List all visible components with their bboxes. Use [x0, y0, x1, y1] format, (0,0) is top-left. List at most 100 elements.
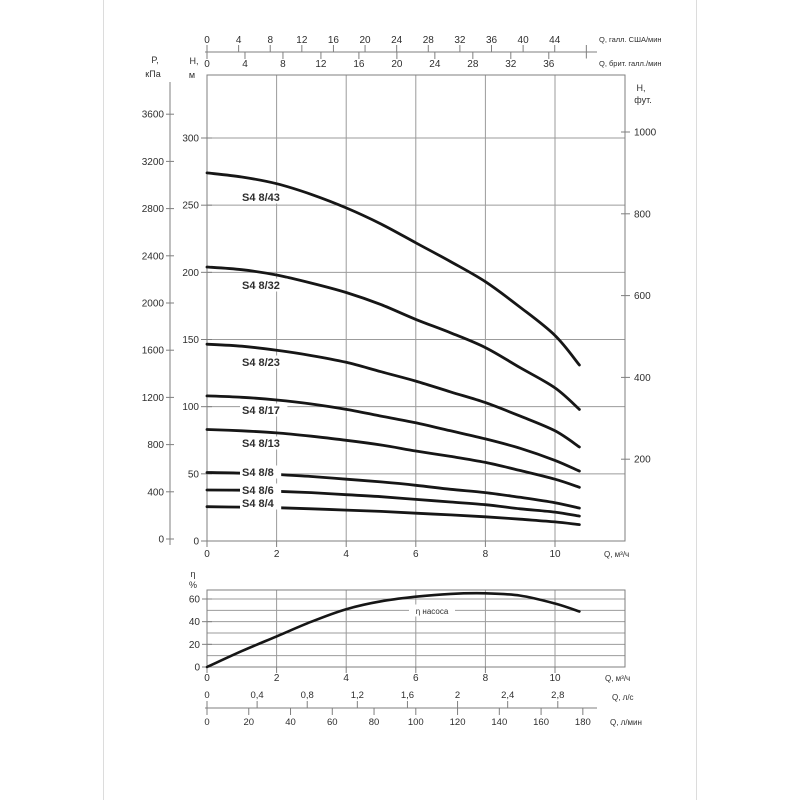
eta-axis-label: %: [189, 580, 197, 590]
curve-label-bg: [240, 496, 282, 510]
kpa-tick-label: 1200: [142, 393, 165, 404]
us-gpm-axis-label: Q, галл. США/мин: [599, 35, 662, 44]
lmin-tick-label: 60: [327, 717, 338, 728]
imp-gpm-tick-label: 0: [204, 59, 210, 70]
pct-tick-label: 40: [189, 617, 201, 628]
us-gpm-tick-label: 0: [204, 35, 210, 46]
curve-label: S4 8/32: [242, 280, 280, 292]
ls-tick-label: 0: [204, 690, 209, 701]
eff-m3h-tick-label: 8: [483, 673, 489, 684]
lmin-tick-label: 100: [408, 717, 424, 728]
us-gpm-tick-label: 24: [391, 35, 403, 46]
feet-axis-label: H,: [637, 83, 646, 93]
feet-tick-label: 800: [634, 209, 651, 220]
us-gpm-tick-label: 8: [267, 35, 273, 46]
meters-tick-label: 0: [193, 537, 199, 548]
feet-axis-label: фут.: [634, 95, 651, 105]
curve-label: S4 8/13: [242, 438, 280, 450]
ls-tick-label: 2,8: [551, 690, 564, 701]
kpa-tick-label: 3600: [142, 110, 165, 121]
m3h-tick-label: 0: [204, 549, 210, 560]
eff-m3h-axis-label: Q, м³/ч: [605, 674, 630, 683]
lmin-tick-label: 180: [575, 717, 591, 728]
eff-m3h-tick-label: 6: [413, 673, 419, 684]
lmin-tick-label: 120: [450, 717, 466, 728]
kpa-tick-label: 400: [147, 487, 164, 498]
eta-axis-label: η: [190, 569, 195, 579]
meters-tick-label: 50: [188, 469, 200, 480]
pct-tick-label: 0: [194, 663, 200, 674]
curve-label-bg: [240, 436, 288, 450]
feet-tick-label: 1000: [634, 128, 657, 139]
efficiency-curve: [205, 591, 581, 669]
meters-tick-label: 300: [182, 134, 199, 145]
imp-gpm-tick-label: 16: [353, 59, 365, 70]
us-gpm-tick-label: 4: [236, 35, 242, 46]
ls-tick-label: 2,4: [501, 690, 514, 701]
kpa-axis-label: P,: [151, 55, 158, 65]
ls-tick-label: 2: [455, 690, 460, 701]
curve-label-bg: [240, 190, 288, 204]
us-gpm-tick-label: 20: [359, 35, 371, 46]
imp-gpm-tick-label: 36: [543, 59, 555, 70]
imp-gpm-tick-label: 12: [315, 59, 327, 70]
meters-tick-label: 100: [182, 402, 199, 413]
meters-axis-label: H,: [190, 56, 199, 66]
page-border-right: [696, 0, 697, 800]
us-gpm-tick-label: 40: [518, 35, 530, 46]
kpa-tick-label: 2800: [142, 204, 165, 215]
lmin-axis-label: Q, л/мин: [610, 718, 642, 727]
kpa-tick-label: 2000: [142, 299, 165, 310]
curve-label: S4 8/17: [242, 405, 280, 417]
meters-tick-label: 200: [182, 268, 199, 279]
us-gpm-tick-label: 32: [454, 35, 466, 46]
curve-label-bg: [240, 465, 282, 479]
curve-label: S4 8/43: [242, 192, 280, 204]
lmin-tick-label: 40: [285, 717, 296, 728]
pump-curve-S4-8-17: [205, 394, 581, 473]
eff-label-bg: [409, 604, 455, 617]
curve-label: S4 8/4: [242, 498, 275, 510]
meters-axis-label: м: [189, 70, 195, 80]
us-gpm-tick-label: 44: [549, 35, 561, 46]
m3h-tick-label: 10: [549, 549, 561, 560]
pct-tick-label: 60: [189, 595, 201, 606]
us-gpm-tick-label: 36: [486, 35, 498, 46]
eff-m3h-tick-label: 10: [549, 673, 561, 684]
imp-gpm-tick-label: 20: [391, 59, 403, 70]
kpa-axis-label: кПа: [145, 69, 160, 79]
lmin-tick-label: 160: [533, 717, 549, 728]
m3h-tick-label: 2: [274, 549, 280, 560]
imp-gpm-axis-label: Q, брит. галл./мин: [599, 59, 662, 68]
ls-axis-label: Q, л/с: [612, 693, 634, 702]
eff-m3h-tick-label: 0: [204, 673, 210, 684]
pump-curve-S4-8-13: [205, 428, 581, 489]
curve-label-bg: [240, 355, 288, 369]
imp-gpm-tick-label: 28: [467, 59, 479, 70]
eff-m3h-tick-label: 4: [343, 673, 349, 684]
lmin-tick-label: 0: [204, 717, 209, 728]
ls-tick-label: 0,4: [251, 690, 264, 701]
page-border-left: [103, 0, 104, 800]
imp-gpm-tick-label: 8: [280, 59, 286, 70]
lmin-tick-label: 20: [243, 717, 254, 728]
ls-tick-label: 1,6: [401, 690, 414, 701]
lmin-tick-label: 140: [491, 717, 507, 728]
curve-label-bg: [240, 483, 282, 497]
kpa-tick-label: 0: [158, 535, 164, 546]
kpa-tick-label: 800: [147, 440, 164, 451]
kpa-tick-label: 2400: [142, 251, 165, 262]
m3h-tick-label: 4: [343, 549, 349, 560]
curve-label-bg: [240, 403, 288, 417]
ls-tick-label: 1,2: [351, 690, 364, 701]
us-gpm-tick-label: 12: [296, 35, 308, 46]
feet-tick-label: 400: [634, 373, 651, 384]
m3h-axis-label: Q, м³/ч: [604, 550, 629, 559]
pct-tick-label: 20: [189, 640, 201, 651]
feet-tick-label: 600: [634, 291, 651, 302]
meters-tick-label: 150: [182, 335, 199, 346]
us-gpm-tick-label: 16: [328, 35, 340, 46]
lmin-tick-label: 80: [369, 717, 380, 728]
